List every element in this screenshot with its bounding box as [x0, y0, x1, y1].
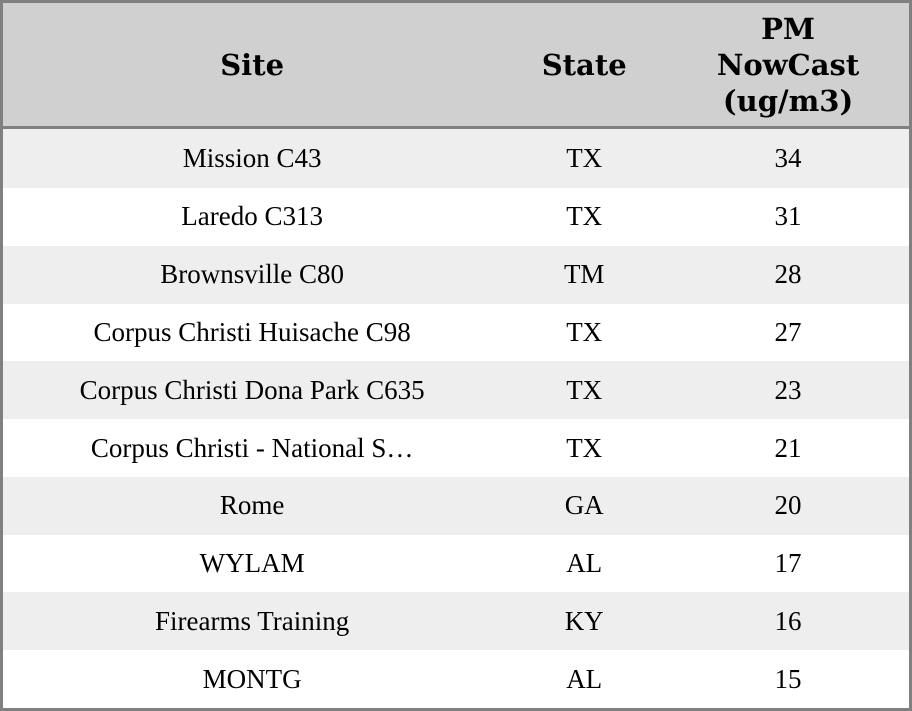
state-cell: TX — [566, 201, 603, 232]
table-row: Mission C43 TX 34 — [3, 127, 909, 189]
pm-nowcast-cell: 20 — [774, 490, 802, 521]
site-cell: Firearms Training — [155, 605, 350, 636]
state-cell: TM — [563, 259, 605, 290]
table-row: Corpus Christi Huisache C98 TX 27 — [3, 303, 909, 362]
column-header-site: Site — [3, 3, 502, 129]
state-cell: AL — [566, 663, 603, 694]
state-cell: TX — [566, 374, 603, 405]
site-cell: Rome — [219, 490, 285, 521]
table-row: Rome GA 20 — [3, 476, 909, 535]
table-row: Corpus Christi Dona Park C635 TX 23 — [3, 361, 909, 420]
site-cell: MONTG — [202, 663, 302, 694]
state-cell: GA — [564, 490, 604, 521]
pm-nowcast-cell: 34 — [774, 143, 802, 174]
pm-nowcast-table: Site State PM NowCast (ug/m3) Mission C4… — [3, 3, 909, 708]
column-header-pm-nowcast: PM NowCast (ug/m3) — [667, 3, 909, 129]
site-cell: Brownsville C80 — [160, 259, 345, 290]
pm-nowcast-cell: 28 — [774, 259, 802, 290]
state-cell: TX — [566, 316, 603, 347]
table-row: Laredo C313 TX 31 — [3, 188, 909, 246]
site-cell: WYLAM — [199, 548, 305, 579]
state-cell: AL — [566, 548, 603, 579]
table-row: Firearms Training KY 16 — [3, 592, 909, 651]
pm-nowcast-cell: 21 — [774, 432, 802, 463]
pm-nowcast-cell: 15 — [774, 663, 802, 694]
site-cell: Mission C43 — [182, 143, 322, 174]
table-row: Brownsville C80 TM 28 — [3, 245, 909, 304]
column-header-state: State — [501, 3, 668, 129]
state-cell: TX — [566, 143, 603, 174]
site-cell: Corpus Christi Dona Park C635 — [79, 374, 425, 405]
pm-nowcast-cell: 16 — [774, 605, 802, 636]
site-cell: Corpus Christi - National S… — [90, 432, 414, 463]
table-header-row: Site State PM NowCast (ug/m3) — [3, 3, 909, 129]
table-row: MONTG AL 15 — [3, 650, 909, 708]
pm-nowcast-cell: 31 — [774, 201, 802, 232]
pm-nowcast-cell: 17 — [774, 548, 802, 579]
site-cell: Laredo C313 — [181, 201, 323, 232]
pm-nowcast-cell: 27 — [774, 316, 802, 347]
table-header: Site State PM NowCast (ug/m3) — [3, 3, 909, 129]
state-cell: KY — [564, 605, 604, 636]
table-row: Corpus Christi - National S… TX 21 — [3, 419, 909, 477]
pm-nowcast-cell: 23 — [774, 374, 802, 405]
table-body: Mission C43 TX 34 Laredo C313 TX 31 Brow… — [3, 127, 909, 708]
state-cell: TX — [566, 432, 603, 463]
table-row: WYLAM AL 17 — [3, 534, 909, 593]
site-cell: Corpus Christi Huisache C98 — [93, 316, 411, 347]
